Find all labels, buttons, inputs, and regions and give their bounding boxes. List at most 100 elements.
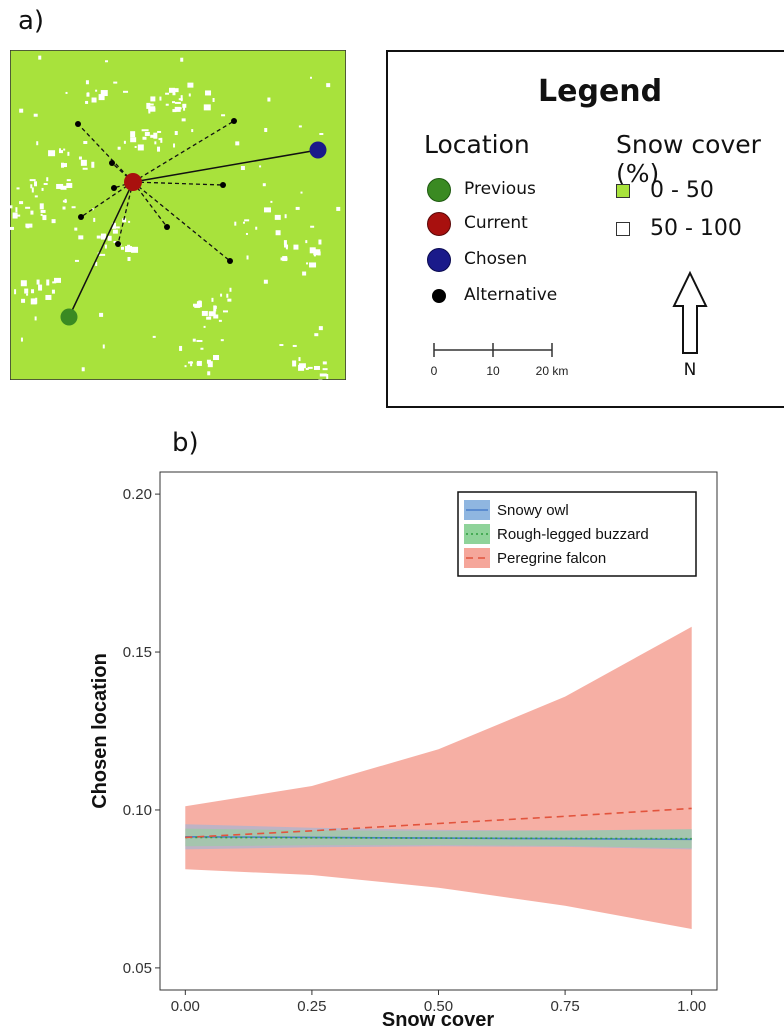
snow-patch [19, 108, 24, 113]
alternative-line [132, 120, 235, 183]
snow-patch [206, 316, 212, 320]
snow-patch [137, 144, 144, 151]
snow-patch [213, 314, 219, 319]
snow-patch [146, 102, 151, 109]
snow-patch [150, 134, 155, 138]
snow-patch [36, 141, 39, 146]
snow-patch [38, 55, 42, 60]
snow-patch [120, 246, 124, 250]
alternative-line [132, 181, 224, 186]
north-arrow-icon: N [672, 270, 708, 380]
snow-patch [218, 319, 222, 322]
snow-patch [313, 254, 316, 257]
snow-patch [240, 166, 245, 171]
snow-patch [159, 96, 162, 101]
snow-patch [99, 312, 104, 317]
snow-patch [112, 229, 118, 234]
snow-patch [130, 131, 136, 138]
snow-patch [180, 57, 184, 62]
snow-patch [24, 288, 29, 294]
snow-patch [300, 191, 303, 194]
snow-cover-heading: Snow cover (%) [616, 130, 761, 188]
snow-patch [222, 310, 228, 313]
snow-patch [274, 214, 281, 220]
snow-patch [220, 293, 223, 297]
snow-patch [56, 183, 64, 189]
snow-patch [207, 371, 211, 376]
snow-patch [66, 179, 71, 182]
snow-patch [102, 344, 105, 349]
snow-patch [104, 244, 107, 249]
snow-patch [168, 87, 175, 93]
snow-50-100-label: 50 - 100 [650, 216, 742, 241]
snow-patch [322, 361, 327, 365]
snow-patch [213, 355, 220, 361]
previous-legend-label: Previous [464, 179, 536, 199]
snow-patch [292, 360, 297, 367]
snow-patch [38, 284, 43, 291]
snow-patch [53, 277, 61, 283]
snow-patch [95, 261, 98, 266]
snow-0-50-label: 0 - 50 [650, 178, 714, 203]
snow-patch [318, 239, 322, 245]
snow-patch [59, 148, 62, 152]
snow-patch [34, 316, 37, 321]
snow-0-50-swatch [616, 184, 630, 198]
snow-patch [322, 368, 328, 371]
snow-patch [283, 240, 287, 246]
snow-patch [82, 167, 88, 170]
snow-patch [40, 213, 43, 216]
snow-patch [302, 271, 307, 276]
snow-patch [10, 205, 13, 209]
snow-patch [123, 140, 126, 144]
snow-patch [96, 235, 101, 239]
alternative-point [227, 258, 233, 264]
alternative-point [111, 185, 117, 191]
snow-patch [208, 311, 216, 317]
snow-patch [154, 141, 157, 145]
snow-patch [234, 221, 237, 226]
snow-patch [60, 185, 67, 190]
snow-patch [313, 249, 321, 256]
snow-patch [205, 90, 212, 96]
snow-patch [85, 100, 89, 104]
map-legend: Legend Location Snow cover (%) Previous … [386, 50, 784, 408]
scale-tick-0: 0 [431, 364, 438, 378]
snow-patch [30, 210, 34, 215]
snow-patch [122, 218, 127, 223]
snow-patch [66, 182, 73, 188]
chosen-legend-label: Chosen [464, 249, 528, 269]
snow-patch [174, 131, 178, 136]
snow-patch [105, 60, 109, 63]
snow-patch [307, 366, 313, 369]
snow-patch [184, 365, 187, 368]
snow-patch [60, 163, 67, 168]
snow-patch [174, 106, 181, 112]
snow-patch [26, 225, 30, 229]
snow-patch [190, 361, 193, 367]
snow-patch [174, 88, 179, 93]
alternative-point [78, 214, 84, 220]
snow-patch [40, 209, 46, 213]
snow-patch [227, 298, 232, 302]
snow-patch [31, 187, 34, 193]
previous-to-current-line [68, 181, 134, 318]
legend-title: Legend [538, 74, 663, 109]
snow-patch [203, 104, 211, 111]
snow-patch [46, 279, 50, 286]
chosen-location-chart: 0.00 0.25 0.50 0.75 1.00 0.05 0.10 0.15 0.20 Sn… [89, 471, 718, 1029]
snow-patch [196, 361, 199, 365]
alternative-point [75, 121, 81, 127]
snow-patches [10, 55, 341, 380]
snow-patch [107, 235, 112, 241]
snow-patch [91, 208, 94, 211]
snow-patch [187, 82, 194, 88]
snow-patch [259, 165, 262, 168]
snow-patch [263, 279, 268, 284]
line-peregrine-falcon [185, 807, 692, 839]
snow-patch [71, 206, 76, 209]
alternative-points [75, 118, 237, 264]
location-heading: Location [424, 130, 530, 159]
band-peregrine-falcon [185, 626, 692, 929]
snow-patch [213, 305, 217, 312]
